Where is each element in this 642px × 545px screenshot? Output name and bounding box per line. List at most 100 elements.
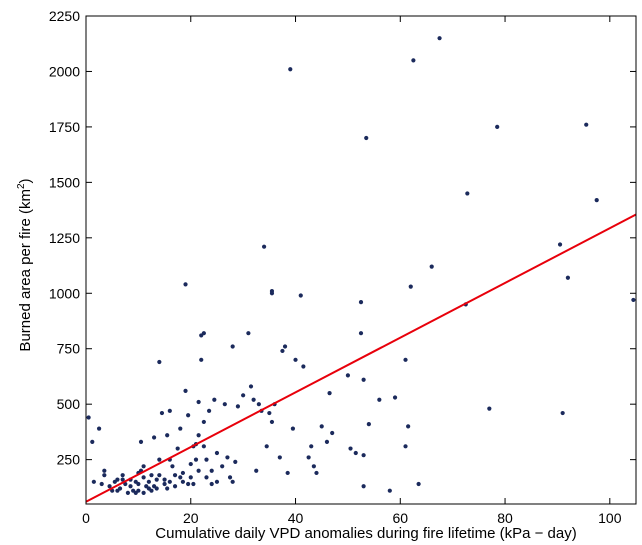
data-point <box>138 439 144 444</box>
data-point <box>201 331 206 336</box>
data-point <box>178 426 183 431</box>
data-point <box>196 468 201 473</box>
data-point <box>408 284 413 289</box>
data-point <box>180 479 186 484</box>
data-point <box>235 404 241 409</box>
data-point <box>230 344 235 349</box>
data-point <box>348 446 353 451</box>
data-point <box>557 242 563 247</box>
y-tick-label: 1750 <box>49 119 80 135</box>
data-point <box>248 384 254 389</box>
data-point <box>256 402 261 407</box>
data-point <box>392 395 398 400</box>
data-point <box>154 477 159 482</box>
data-point <box>157 457 162 462</box>
data-point <box>298 293 303 298</box>
data-point <box>319 424 324 429</box>
data-point <box>631 297 636 303</box>
y-axis-label: Burned area per fire (km2) <box>16 178 34 351</box>
y-axis-label-superscript: 2 <box>16 183 27 189</box>
x-tick-label: 0 <box>82 510 90 526</box>
data-point <box>290 426 296 431</box>
data-point <box>167 408 172 413</box>
data-point <box>293 357 298 362</box>
data-point <box>204 457 209 462</box>
data-point <box>201 419 206 425</box>
data-point <box>183 388 188 393</box>
data-point <box>151 435 157 440</box>
data-point <box>285 470 290 476</box>
y-tick-label: 500 <box>57 396 81 412</box>
data-point <box>90 439 95 444</box>
data-point <box>233 459 238 464</box>
data-point <box>361 453 366 458</box>
data-point <box>269 419 275 425</box>
data-point <box>330 430 335 436</box>
data-point <box>314 470 319 476</box>
x-tick-label: 100 <box>598 510 622 526</box>
data-point <box>364 135 369 141</box>
data-point <box>212 397 217 402</box>
data-point <box>199 357 204 362</box>
data-point <box>306 455 311 460</box>
data-point <box>377 397 382 402</box>
x-tick-label: 80 <box>497 510 513 526</box>
y-axis-label-close: ) <box>17 178 34 183</box>
data-point <box>209 481 214 487</box>
data-point <box>594 198 599 203</box>
data-point <box>191 481 196 487</box>
data-point <box>311 464 316 469</box>
data-point <box>345 373 351 378</box>
data-point <box>102 473 107 478</box>
data-point <box>167 479 172 484</box>
data-point <box>222 402 227 407</box>
data-point <box>416 481 421 487</box>
data-point <box>196 433 201 438</box>
data-point <box>269 291 275 296</box>
data-point <box>91 479 96 484</box>
y-tick-label: 1250 <box>49 230 80 246</box>
data-point <box>220 464 225 469</box>
data-point <box>157 473 162 478</box>
data-point <box>366 422 371 427</box>
y-tick-label: 2000 <box>49 63 80 79</box>
data-point <box>465 191 470 196</box>
data-point <box>309 444 314 449</box>
data-point <box>128 484 133 489</box>
data-point <box>165 486 170 491</box>
data-point <box>230 479 235 484</box>
y-tick-label: 2250 <box>49 8 80 24</box>
data-point <box>172 473 178 478</box>
data-point <box>206 408 212 413</box>
data-point <box>214 479 220 484</box>
data-point <box>107 484 112 489</box>
data-point <box>411 58 416 63</box>
data-point <box>204 475 209 480</box>
data-point <box>227 475 233 480</box>
data-point <box>117 486 123 491</box>
data-point <box>186 413 191 418</box>
data-point <box>141 490 146 496</box>
data-point <box>183 282 188 287</box>
data-point <box>165 433 170 438</box>
data-point <box>178 475 183 480</box>
y-tick-label: 1500 <box>49 174 80 190</box>
data-point <box>361 484 366 489</box>
data-point <box>225 455 230 460</box>
data-point <box>403 357 408 362</box>
data-point <box>241 393 246 398</box>
y-tick-label: 750 <box>57 341 81 357</box>
points-layer <box>86 36 636 496</box>
x-tick-label: 40 <box>288 510 304 526</box>
data-point <box>175 446 180 451</box>
data-point <box>188 475 193 480</box>
data-point <box>99 481 104 487</box>
data-point <box>565 275 571 280</box>
data-point <box>487 406 492 411</box>
data-point <box>267 410 272 416</box>
data-point <box>141 475 146 480</box>
regression-line <box>85 213 637 503</box>
data-point <box>180 470 186 476</box>
data-point <box>201 444 206 449</box>
plot-frame <box>85 15 637 505</box>
